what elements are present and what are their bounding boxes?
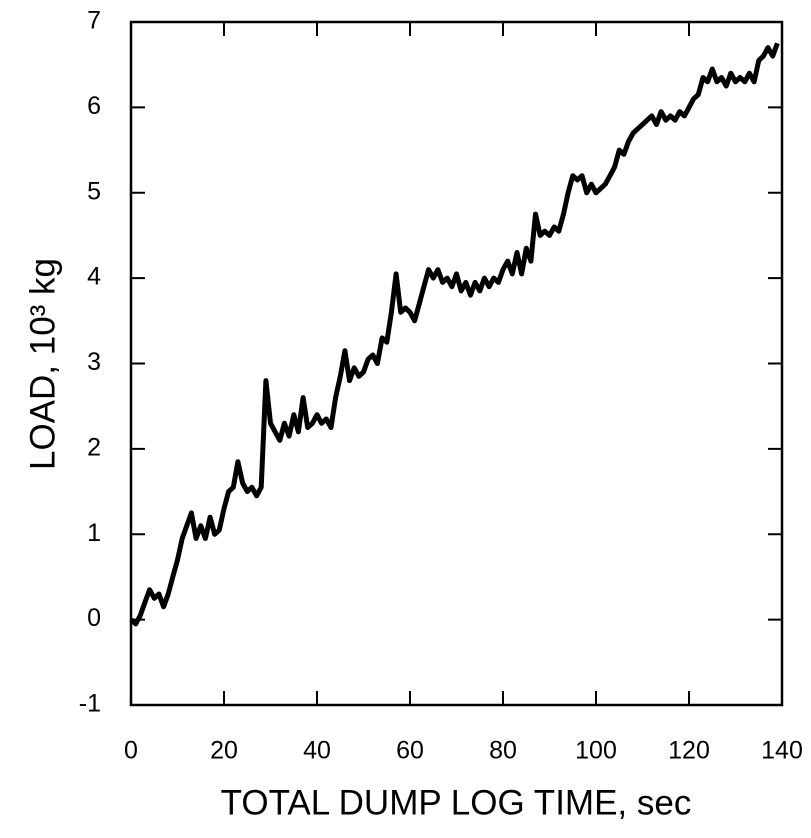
y-tick-label: 5 bbox=[87, 177, 101, 205]
x-tick-label: 100 bbox=[575, 737, 617, 765]
y-tick-label: 4 bbox=[87, 263, 101, 291]
y-tick-label: 1 bbox=[87, 519, 101, 547]
y-tick-label: -1 bbox=[79, 690, 101, 718]
plot-frame bbox=[129, 20, 784, 707]
x-tick-label: 60 bbox=[396, 737, 424, 765]
x-tick-label: 40 bbox=[303, 737, 331, 765]
y-axis-label: LOAD, 10³ kg bbox=[23, 258, 62, 470]
y-tick-label: 6 bbox=[87, 92, 101, 120]
x-tick-label: 80 bbox=[489, 737, 517, 765]
x-axis-label: TOTAL DUMP LOG TIME, sec bbox=[221, 783, 692, 822]
y-tick-label: 3 bbox=[87, 348, 101, 376]
x-tick-label: 20 bbox=[210, 737, 238, 765]
x-tick-label: 120 bbox=[668, 737, 710, 765]
y-tick-label: 7 bbox=[87, 7, 101, 35]
x-tick-label: 0 bbox=[124, 737, 138, 765]
y-tick-label: 0 bbox=[87, 604, 101, 632]
y-tick-label: 2 bbox=[87, 433, 101, 461]
data-line bbox=[129, 42, 780, 627]
x-tick-label: 140 bbox=[761, 737, 803, 765]
